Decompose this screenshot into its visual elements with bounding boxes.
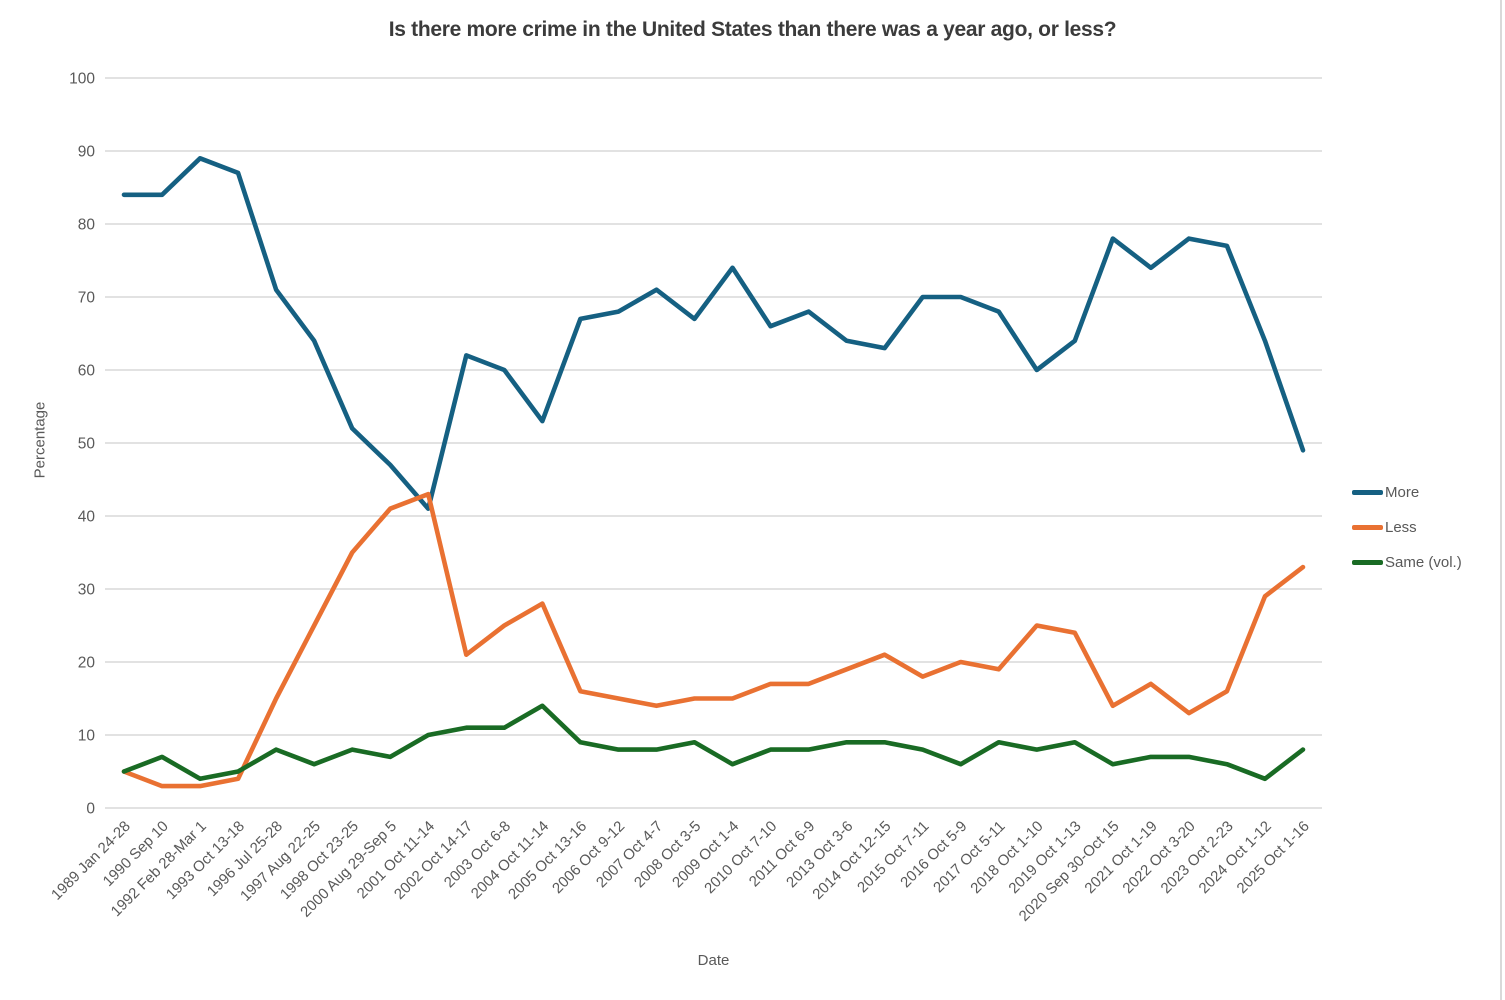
series-line-more (121, 156, 1306, 512)
legend-label-more: More (1385, 483, 1420, 501)
y-tick-label: 30 (78, 582, 96, 599)
y-tick-label: 40 (78, 509, 96, 526)
legend-item-same: Same (vol.) (1352, 553, 1502, 571)
series-line-same-vol (121, 703, 1306, 782)
legend-label-less: Less (1385, 518, 1417, 536)
legend-swatch-same (1352, 559, 1383, 565)
chart-title: Is there more crime in the United States… (388, 18, 1117, 41)
y-tick-label: 20 (78, 655, 96, 672)
series-line-less (121, 491, 1306, 789)
legend-swatch-more (1352, 489, 1383, 495)
y-tick-label: 80 (78, 217, 96, 234)
legend-item-less: Less (1352, 518, 1502, 536)
legend-label-same: Same (vol.) (1385, 553, 1462, 571)
y-axis-title: Percentage (31, 401, 49, 479)
y-tick-label: 70 (78, 290, 96, 307)
chart-legend: More Less Same (vol.) (1352, 483, 1502, 588)
x-axis-title: Date (697, 952, 730, 969)
y-tick-label: 60 (78, 363, 96, 380)
y-tick-label: 0 (86, 801, 95, 818)
y-tick-label: 90 (78, 144, 96, 161)
y-tick-label: 50 (78, 436, 96, 453)
y-tick-label: 10 (78, 728, 96, 745)
pane-right-border (1500, 0, 1502, 1000)
legend-swatch-less (1352, 524, 1383, 530)
legend-item-more: More (1352, 483, 1502, 501)
y-tick-label: 100 (69, 71, 95, 88)
